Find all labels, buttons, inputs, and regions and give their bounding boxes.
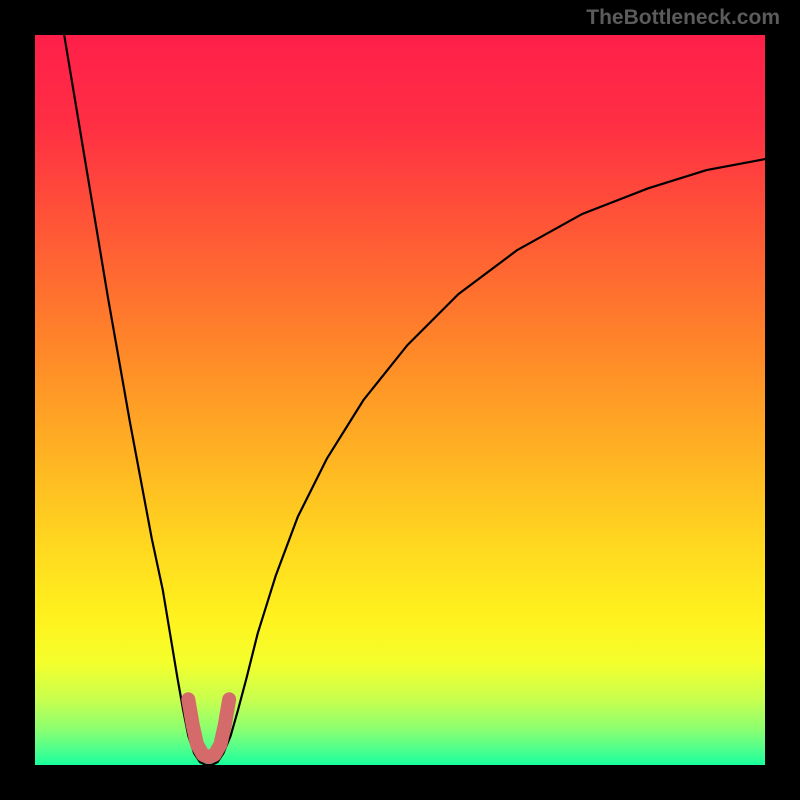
stage: TheBottleneck.com	[0, 0, 800, 800]
bottleneck-curve	[64, 35, 765, 765]
curve-layer	[35, 35, 765, 765]
watermark-text: TheBottleneck.com	[586, 6, 780, 30]
valley-marker	[188, 699, 229, 757]
plot-area	[35, 35, 765, 765]
